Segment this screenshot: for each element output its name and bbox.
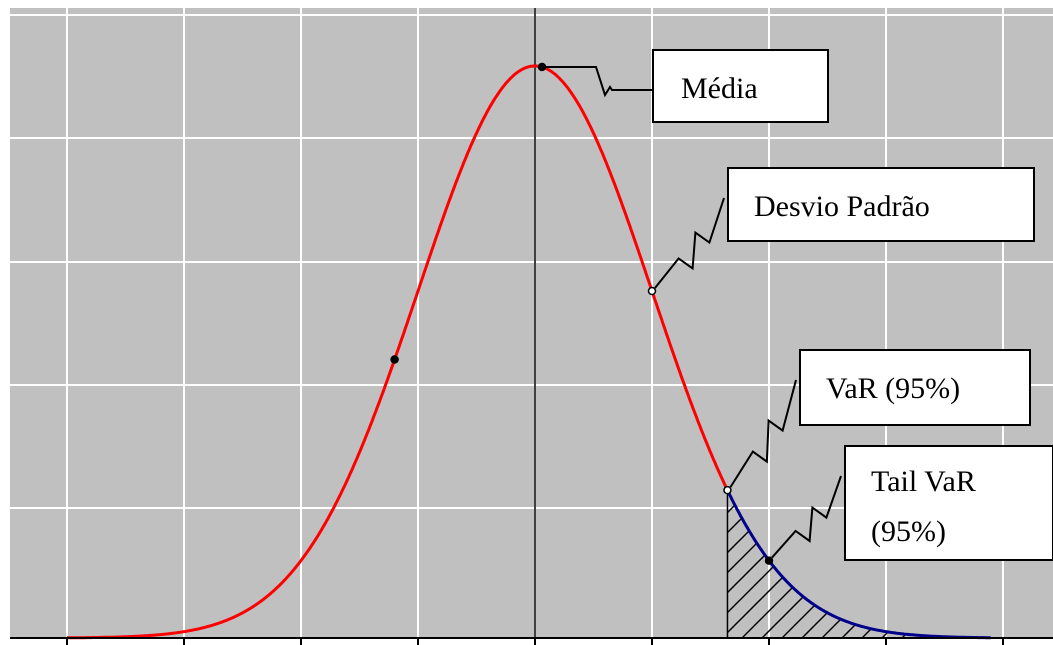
reference-lines	[534, 8, 729, 638]
grid	[10, 8, 1053, 638]
curve-marker	[723, 485, 732, 495]
x-axis	[10, 637, 1053, 645]
callout-box	[844, 445, 1053, 561]
curve-marker	[764, 556, 774, 565]
callout-label: Desvio Padrão	[754, 190, 930, 223]
callout-label: Média	[681, 72, 758, 105]
annotations: Média Desvio Padrão VaR (95%) Tail VaR (95%)	[546, 49, 1053, 561]
callout-leader	[729, 379, 797, 488]
curve-marker	[647, 286, 657, 296]
callout-leader	[771, 475, 842, 559]
callout-box	[727, 167, 1035, 242]
callout-label: VaR (95%)	[826, 372, 960, 405]
callout-box	[652, 49, 829, 123]
callout-box	[799, 349, 1031, 426]
curve-segment-1	[67, 64, 729, 640]
curve-marker	[537, 62, 547, 72]
callout-label-line2: (95%)	[871, 515, 946, 548]
callout-label: Tail VaR	[871, 465, 976, 498]
callout-leader	[654, 197, 725, 289]
tail-var-shaded-region	[727, 490, 992, 638]
callout-leader	[546, 65, 653, 98]
curve-markers	[390, 62, 774, 565]
curve-marker	[390, 355, 399, 364]
